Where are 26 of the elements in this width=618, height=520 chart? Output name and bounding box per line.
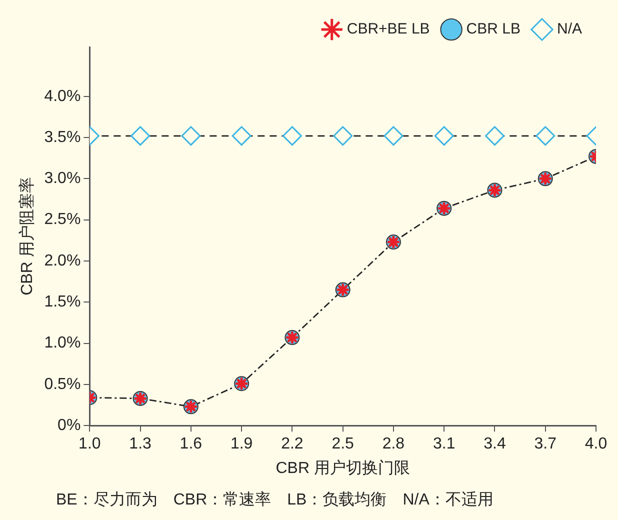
y-tick-label: 1.5% [44,294,81,311]
x-tick-label: 1.0 [78,436,101,453]
x-tick-label: 1.3 [129,436,152,453]
x-tick-label: 4.0 [584,436,608,453]
x-tick-label: 3.7 [534,436,557,453]
y-tick-label: 2.5% [44,211,81,228]
y-axis-title: CBR 用户阻塞率 [18,177,36,296]
x-tick-label: 3.4 [484,436,506,453]
legend-label: N/A [556,20,582,38]
x-tick-label: 1.9 [230,436,253,453]
y-tick-label: 3.5% [44,128,81,146]
y-tick-label: 2.0% [44,252,81,270]
y-tick-label: 3.0% [44,170,81,188]
x-tick-label: 2.2 [281,436,304,453]
x-tick-label: 1.6 [180,436,202,453]
y-tick-label: 0% [58,417,81,434]
y-tick-label: 1.0% [44,334,81,352]
y-tick-label: 4.0% [44,88,81,105]
x-axis-title: CBR 用户切换门限 [276,458,410,477]
legend-label: CBR+BE LB [346,20,430,38]
legend-label: CBR LB [466,20,520,38]
x-tick-label: 2.5 [332,436,354,453]
y-tick-label: 0.5% [44,376,81,393]
x-tick-label: 2.8 [382,436,405,453]
x-tick-label: 3.1 [432,436,456,453]
text: BE：尽力而为 CBR：常速率 LB：负载均衡 N/A：不适用 [56,490,494,508]
